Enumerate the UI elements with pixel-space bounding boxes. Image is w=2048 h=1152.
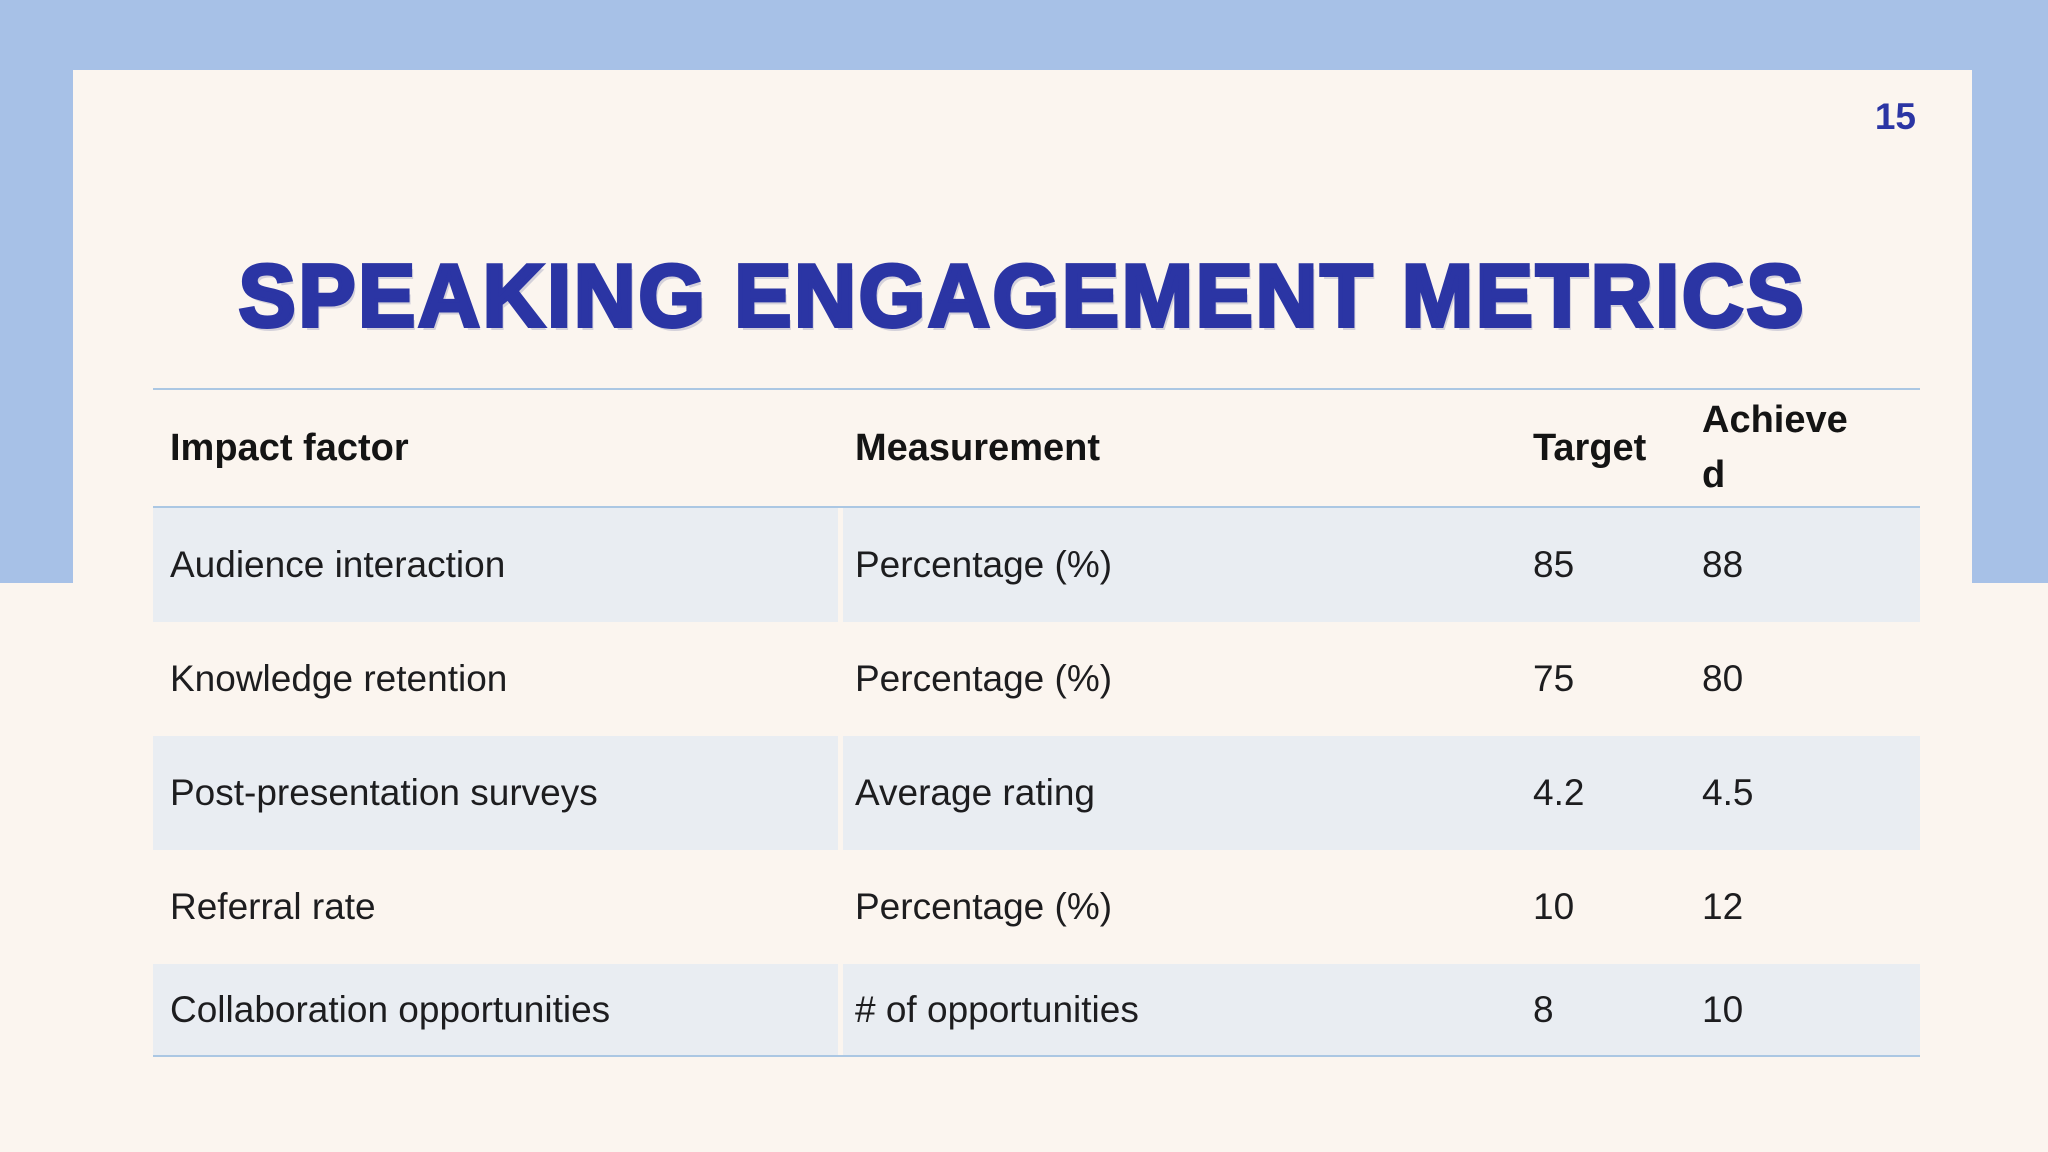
table-row: Referral rate Percentage (%) 10 12 <box>153 850 1920 964</box>
cell-target: 75 <box>1533 658 1575 699</box>
table-row: Audience interaction Percentage (%) 85 8… <box>153 508 1920 622</box>
cell-target: 85 <box>1533 544 1575 585</box>
cell-impact-factor: Knowledge retention <box>170 658 508 699</box>
column-header-measurement: Measurement <box>855 426 1100 469</box>
cell-target: 10 <box>1533 886 1575 927</box>
cell-impact-factor: Collaboration opportunities <box>153 964 843 1055</box>
slide-title: SPEAKING ENGAGEMENT METRICS <box>237 246 1807 345</box>
cell-achieved: 10 <box>1702 988 1744 1030</box>
cell-impact-factor: Referral rate <box>170 886 376 927</box>
table-header-row: Impact factor Measurement Target Achieve… <box>153 388 1920 508</box>
table-row: Post-presentation surveys Average rating… <box>153 736 1920 850</box>
cell-target: 4.2 <box>1533 772 1585 813</box>
cell-impact-factor: Audience interaction <box>153 508 843 622</box>
cell-measurement: Percentage (%) <box>855 886 1113 927</box>
table-body: Audience interaction Percentage (%) 85 8… <box>153 508 1920 1057</box>
cell-measurement: # of opportunities <box>855 988 1139 1030</box>
cell-measurement: Average rating <box>855 772 1095 813</box>
cell-achieved: 88 <box>1702 544 1744 586</box>
page-number: 15 <box>1874 96 1916 137</box>
table-row: Collaboration opportunities # of opportu… <box>153 964 1920 1057</box>
cell-achieved: 80 <box>1702 658 1744 700</box>
cell-measurement: Percentage (%) <box>855 544 1113 585</box>
cell-impact-factor: Post-presentation surveys <box>153 736 843 850</box>
column-header-impact-factor: Impact factor <box>170 426 409 469</box>
cell-target: 8 <box>1533 988 1554 1030</box>
metrics-table: Impact factor Measurement Target Achieve… <box>153 388 1920 1057</box>
column-header-target: Target <box>1533 426 1647 469</box>
cell-achieved: 4.5 <box>1702 772 1754 814</box>
column-header-achieved: Achieved <box>1702 398 1848 496</box>
slide-card: 15 SPEAKING ENGAGEMENT METRICS Impact fa… <box>73 70 1972 1152</box>
cell-achieved: 12 <box>1702 886 1744 928</box>
table-row: Knowledge retention Percentage (%) 75 80 <box>153 622 1920 736</box>
cell-measurement: Percentage (%) <box>855 658 1113 699</box>
